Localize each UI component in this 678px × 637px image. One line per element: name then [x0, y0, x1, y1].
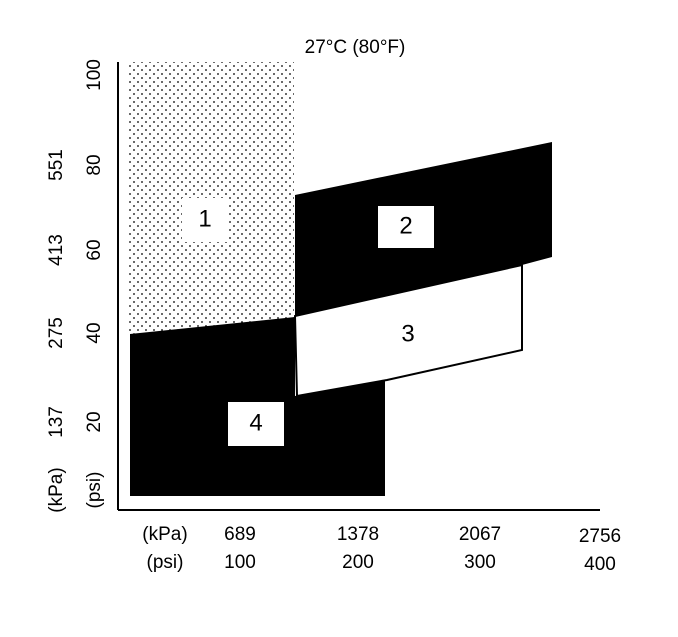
title: 27°C (80°F): [305, 37, 406, 58]
x-tick-label: 200: [342, 552, 374, 573]
x-tick-label: 2067: [459, 524, 501, 545]
label-box: [378, 206, 434, 248]
y-tick-label: 100: [84, 59, 105, 91]
region-label: 1: [198, 205, 211, 232]
x-unit-label: (psi): [147, 552, 184, 573]
region-label: 3: [401, 320, 414, 347]
region-3: [293, 263, 523, 398]
y-unit-label: (kPa): [46, 467, 67, 512]
y-tick-label: 137: [46, 406, 67, 438]
y-tick-label: 413: [46, 234, 67, 266]
region-label: 4: [249, 409, 262, 436]
y-tick-label: 60: [84, 239, 105, 260]
y-tick-label: 40: [84, 322, 105, 343]
x-tick-label: 400: [584, 554, 616, 575]
x-unit-label: (kPa): [142, 524, 187, 545]
y-tick-label: 551: [46, 149, 67, 181]
y-unit-label: (psi): [84, 472, 105, 509]
y-tick-label: 20: [84, 411, 105, 432]
x-tick-label: 2756: [579, 526, 621, 547]
label-box: [228, 402, 284, 446]
x-tick-label: 300: [464, 552, 496, 573]
label-box: [182, 198, 228, 242]
x-tick-label: 689: [224, 524, 256, 545]
y-tick-label: 275: [46, 317, 67, 349]
x-tick-label: 100: [224, 552, 256, 573]
x-tick-label: 1378: [337, 524, 379, 545]
y-tick-label: 80: [84, 154, 105, 175]
region-label: 2: [399, 212, 412, 239]
